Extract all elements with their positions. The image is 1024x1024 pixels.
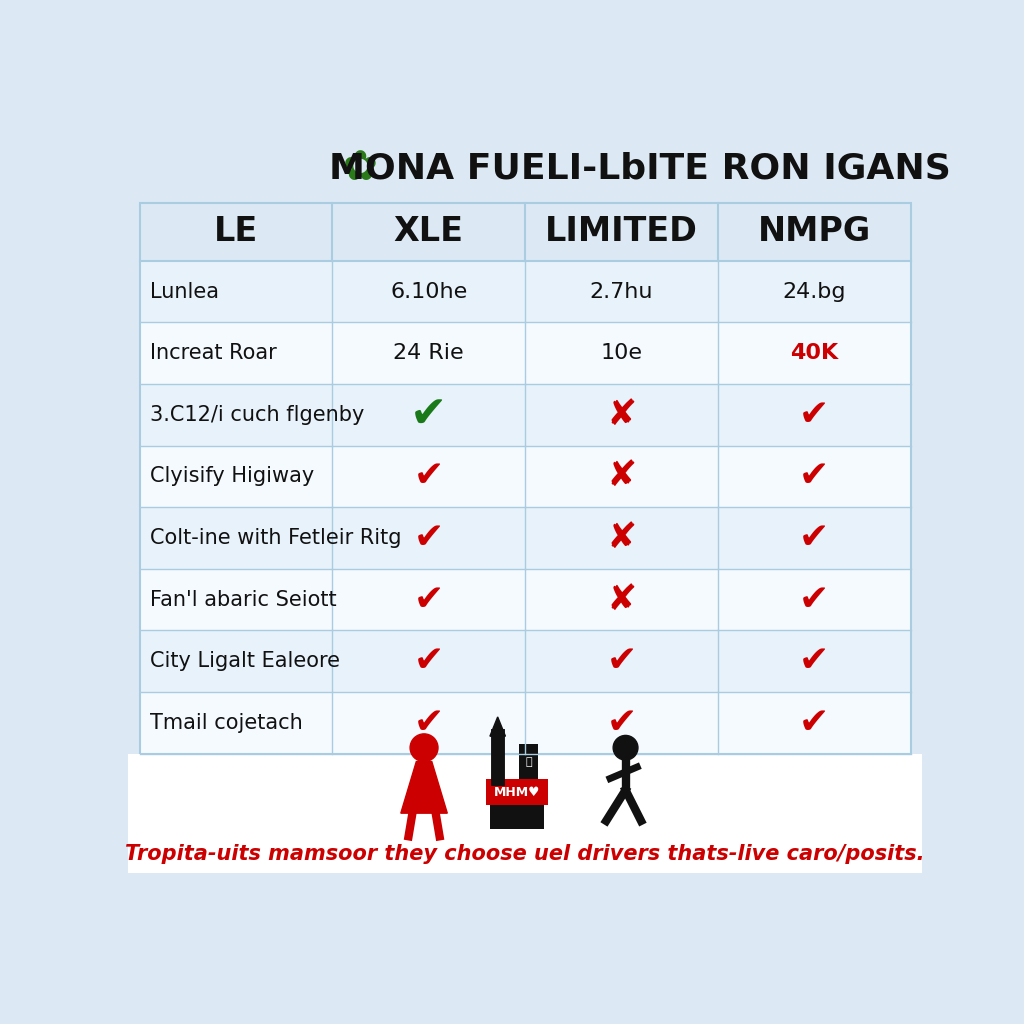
Bar [139,445,910,507]
Bar [139,384,910,445]
Text: 24.bg: 24.bg [782,282,846,301]
Text: ✘: ✘ [606,397,637,432]
Text: ✔: ✔ [414,644,444,678]
Text: ✔: ✔ [800,706,829,739]
Text: 6.10he: 6.10he [390,282,467,301]
Text: MHM♥: MHM♥ [494,785,541,799]
Bar [128,754,922,872]
Bar [139,692,910,754]
Text: Tropita-uits mamsoor they choose uel drivers thats-live caro/posits.: Tropita-uits mamsoor they choose uel dri… [125,844,925,863]
Text: ✔: ✔ [606,706,637,739]
Text: Colt-ine with Fetleir Ritg: Colt-ine with Fetleir Ritg [151,528,402,548]
Text: ✘: ✘ [606,583,637,616]
Bar [718,203,910,261]
Bar [139,261,910,323]
Text: ✔: ✔ [800,644,829,678]
Circle shape [410,734,438,762]
Text: 3.C12/i cuch flgenby: 3.C12/i cuch flgenby [151,404,365,425]
Text: ✔: ✔ [414,706,444,739]
Text: 10e: 10e [601,343,643,364]
Text: ✔: ✔ [800,583,829,616]
Text: ✔: ✔ [800,460,829,494]
Text: LE: LE [214,215,258,249]
Circle shape [613,735,638,760]
Text: Tmail cojetach: Tmail cojetach [151,713,303,733]
Bar [519,743,538,778]
Text: Lunlea: Lunlea [151,282,219,301]
Text: Clyisify Higiway: Clyisify Higiway [151,466,314,486]
Text: ✔: ✔ [414,583,444,616]
Text: XLE: XLE [394,215,464,249]
Text: ✔: ✔ [414,460,444,494]
Text: Increat Roar: Increat Roar [151,343,278,364]
Polygon shape [489,717,506,736]
Bar [139,323,910,384]
Bar [139,203,910,754]
Bar [525,203,718,261]
Bar [489,806,544,828]
Polygon shape [400,762,447,813]
Text: ✔: ✔ [800,397,829,432]
Bar [139,507,910,568]
Text: ✘: ✘ [606,521,637,555]
Text: ✿: ✿ [343,147,378,189]
Text: LIMITED: LIMITED [545,215,698,249]
Text: ✔: ✔ [411,393,447,436]
Bar [139,568,910,631]
Text: Fan'l abaric Seiott: Fan'l abaric Seiott [151,590,337,609]
Text: ✔: ✔ [414,521,444,555]
Text: NMPG: NMPG [758,215,871,249]
Text: MONA FUELI-LbITE RON IGANS: MONA FUELI-LbITE RON IGANS [329,152,950,185]
Bar [486,778,548,806]
Text: 2.7hu: 2.7hu [590,282,653,301]
Text: City Ligalt Ealeore: City Ligalt Ealeore [151,651,340,671]
Text: 40K: 40K [791,343,839,364]
Bar [333,203,525,261]
Text: ✘: ✘ [606,460,637,494]
Text: ⬜: ⬜ [525,757,532,767]
Text: 24 Rie: 24 Rie [393,343,464,364]
Bar [139,631,910,692]
Text: ✔: ✔ [606,644,637,678]
Text: ✔: ✔ [800,521,829,555]
Bar [139,203,333,261]
